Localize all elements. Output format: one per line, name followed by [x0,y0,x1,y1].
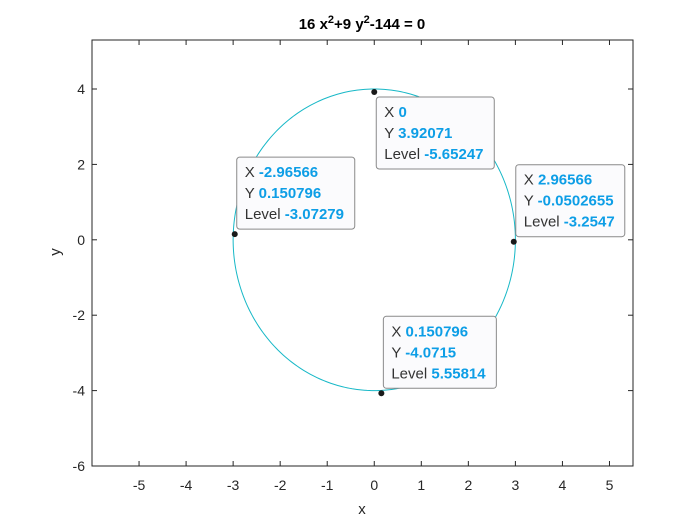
x-axis-label: x [358,501,366,518]
datatip-row: Y -4.0715 [391,344,456,361]
datatip-box [375,96,495,170]
datatip-row: Level -5.65247 [384,146,483,163]
datatip-marker[interactable] [378,390,385,397]
datatip-key: Level [524,214,564,231]
datatip-key: Level [245,206,285,223]
datatip-box [236,156,356,230]
x-tick-label: 4 [559,477,567,493]
title-part: 2 [328,14,334,26]
x-tick-label: -2 [274,477,287,493]
axes-box [91,39,634,467]
datatip-row: X -2.96566 [245,164,318,181]
datatip-key: Y [391,344,405,361]
datatip-key: Y [524,193,538,210]
datatip-marker[interactable] [231,231,238,238]
datatip-value: 0.150796 [406,323,469,340]
datatip-row: Y 3.92071 [384,125,452,142]
datatip-row: X 2.96566 [524,172,592,189]
y-tick-label: -2 [73,307,86,323]
chart-title: 16 x2+9 y2-144 = 0 [299,14,426,33]
datatip-box [515,164,626,238]
datatip-row: Level -3.2547 [524,214,615,231]
datatip-value: -2.96566 [259,164,318,181]
datatip-value: -3.07279 [285,206,344,223]
x-tick-label: 0 [370,477,378,493]
datatip-value: -3.2547 [564,214,615,231]
datatip-marker[interactable] [371,88,378,95]
datatip-row: Level 5.55814 [391,365,486,382]
x-tick-label: 1 [417,477,425,493]
title-part: 2 [364,14,370,26]
datatip-key: X [391,323,405,340]
x-tick-label: 3 [511,477,519,493]
datatip-key: Level [391,365,431,382]
datatip-value: -0.0502655 [538,193,614,210]
datatip-box [382,315,497,389]
x-tick-label: 5 [606,477,614,493]
datatip-key: Level [384,146,424,163]
tick-group: -5 -4 -3 -2 -1 0 1 2 3 4 5 -6 -4 -2 0 2 4 [73,40,633,493]
datatip-value: 2.96566 [538,172,592,189]
title-part: +9 y [334,16,364,33]
datatip-key: Y [384,125,398,142]
datatip-value: 5.55814 [431,365,486,382]
datatip-key: X [384,104,398,121]
x-tick-label: -4 [180,477,193,493]
datatip-key: Y [245,185,259,202]
title-part: -144 = 0 [370,16,425,33]
y-tick-label: -6 [73,458,86,474]
x-tick-label: -1 [321,477,334,493]
datatip-row: X 0.150796 [391,323,468,340]
title-part: 16 x [299,16,329,33]
x-tick-label: 2 [464,477,472,493]
datatip-row: Y 0.150796 [245,185,321,202]
datatip-value: 0 [398,104,406,121]
datatip-row: Y -0.0502655 [524,193,614,210]
datatip-value: 0.150796 [259,185,322,202]
datatip-value: -5.65247 [424,146,483,163]
datatip-value: -4.0715 [405,344,456,361]
datatip-row: Level -3.07279 [245,206,344,223]
y-tick-label: 2 [77,156,85,172]
y-tick-label: 0 [77,232,85,248]
y-axis-label: y [47,248,64,256]
datatip-value: 3.92071 [398,125,452,142]
datatip-key: X [524,172,538,189]
x-tick-label: -5 [133,477,146,493]
datatip-marker[interactable] [510,238,517,245]
datatip-row: X 0 [384,104,407,121]
datatip-key: X [245,164,259,181]
x-tick-label: -3 [227,477,240,493]
y-tick-label: -4 [73,383,86,399]
y-tick-label: 4 [77,81,85,97]
